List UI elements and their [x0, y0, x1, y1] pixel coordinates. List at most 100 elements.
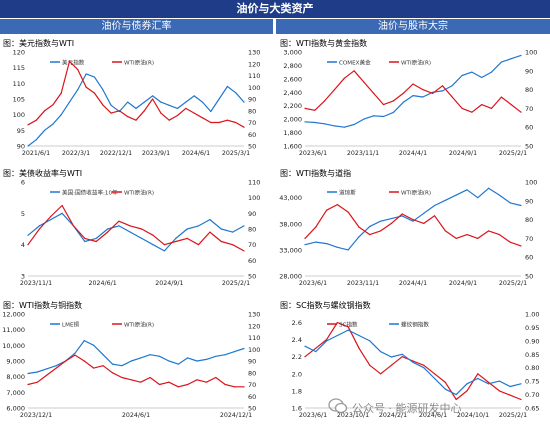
chart-svg: 90 95 100 105 110 115 120 50 60 70 80 90 100 110 120 13…	[13, 49, 261, 158]
data-point	[52, 104, 54, 106]
data-point	[64, 360, 67, 362]
data-point	[83, 360, 85, 362]
data-point	[102, 104, 104, 106]
data-point	[52, 123, 54, 125]
page-title: 油价与大类资产	[0, 0, 550, 18]
y-right-tick-label: 60	[248, 131, 256, 139]
y-left-tick-label: 2,000	[283, 116, 302, 124]
series-line	[27, 339, 245, 375]
data-point	[243, 347, 245, 350]
data-point	[382, 115, 385, 118]
data-point	[477, 373, 479, 375]
data-point	[304, 356, 306, 358]
data-point	[36, 371, 38, 373]
data-point	[520, 54, 522, 56]
data-point	[326, 339, 328, 341]
data-point	[74, 354, 76, 356]
data-point	[46, 374, 48, 376]
y-right-tick-label: 130	[248, 49, 260, 57]
data-point	[36, 381, 38, 383]
y-right-tick-label: 1.00	[525, 311, 539, 319]
x-tick-label: 2023/10/1	[337, 412, 369, 419]
x-tick-label: 2024/6/1	[122, 412, 150, 419]
y-left-tick-label: 2.4	[292, 336, 302, 344]
data-point	[83, 340, 85, 342]
data-point	[490, 71, 493, 73]
data-point	[466, 234, 468, 236]
data-point	[95, 240, 97, 243]
data-point	[380, 351, 382, 353]
data-point	[326, 243, 328, 245]
data-point	[196, 360, 198, 362]
y-right-tick-label: 50	[525, 143, 533, 151]
data-point	[324, 123, 326, 125]
x-tick-label: 2025/2/1	[499, 280, 527, 287]
y-right-tick-label: 100	[248, 194, 260, 202]
y-right-tick-label: 100	[248, 84, 260, 92]
data-point	[326, 340, 328, 342]
y-right-tick-label: 80	[525, 86, 533, 94]
data-point	[481, 76, 483, 79]
x-tick-label: 2024/12/1	[220, 412, 252, 419]
data-point	[434, 204, 436, 207]
data-point	[50, 215, 52, 218]
y-right-tick-label: 0.95	[525, 324, 539, 332]
y-left-tick-label: 2,600	[283, 75, 302, 83]
y-right-tick-label: 60	[525, 124, 533, 132]
x-tick-label: 2025/2/1	[499, 412, 527, 419]
data-point	[111, 363, 114, 365]
data-point	[193, 112, 195, 114]
data-point	[168, 360, 170, 362]
data-point	[129, 231, 131, 233]
data-point	[141, 228, 143, 230]
data-point	[304, 345, 306, 347]
data-point	[60, 92, 62, 94]
data-point	[210, 110, 212, 113]
x-tick-label: 2024/9/1	[155, 280, 183, 287]
data-point	[461, 74, 463, 77]
series-line	[27, 60, 245, 128]
data-point	[422, 96, 424, 98]
y-right-tick-label: 0.65	[525, 405, 539, 413]
data-point	[110, 104, 112, 106]
y-left-tick-label: 95	[17, 127, 25, 135]
data-point	[423, 222, 425, 224]
y-left-tick-label: 10,000	[2, 342, 25, 350]
data-point	[168, 119, 170, 121]
legend-label: WTI原油(R)	[401, 58, 431, 66]
data-point	[369, 340, 371, 342]
data-point	[363, 81, 365, 83]
data-point	[509, 241, 511, 243]
data-point	[106, 228, 109, 230]
y-left-tick-label: 9,000	[6, 358, 25, 366]
data-point	[210, 121, 212, 124]
x-tick-label: 2025/3/1	[222, 150, 250, 157]
data-point	[118, 220, 120, 222]
data-point	[488, 383, 490, 385]
y-right-tick-label: 60	[248, 393, 256, 401]
data-point	[466, 189, 468, 191]
y-left-tick-label: 6,000	[6, 405, 25, 413]
data-point	[498, 194, 500, 196]
x-tick-label: 2021/6/1	[22, 150, 50, 157]
x-tick-label: 2024/10/1	[457, 412, 489, 419]
y-left-tick-label: 115	[13, 64, 25, 72]
data-point	[152, 244, 154, 246]
data-point	[235, 92, 237, 94]
x-tick-label: 2023/6/1	[299, 412, 327, 419]
data-point	[140, 381, 142, 383]
data-point	[336, 321, 338, 324]
data-point	[380, 373, 382, 375]
watermark: 公众号 · 能源研发中心	[352, 402, 462, 415]
data-point	[412, 361, 414, 363]
data-point	[232, 231, 234, 233]
data-point	[201, 101, 204, 103]
data-point	[226, 85, 228, 88]
data-point	[510, 58, 512, 60]
data-point	[175, 240, 177, 243]
data-point	[490, 107, 493, 109]
data-point	[127, 101, 129, 103]
series-line	[27, 354, 244, 388]
legend-label: SC指数	[339, 320, 358, 328]
x-tick-label: 2024/6/1	[182, 150, 210, 157]
